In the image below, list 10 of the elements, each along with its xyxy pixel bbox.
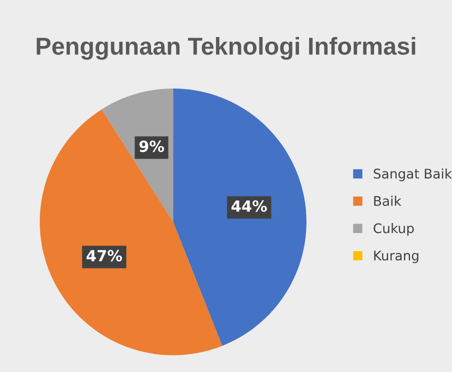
data-label: 44% bbox=[231, 200, 267, 212]
legend-label: Cukup bbox=[374, 223, 414, 236]
pie-slice bbox=[173, 88, 306, 346]
chart-title: Penggunaan Teknologi Informasi bbox=[36, 36, 416, 60]
data-label: 47% bbox=[86, 250, 122, 262]
data-label: 9% bbox=[139, 140, 164, 152]
pie-slice bbox=[40, 109, 222, 356]
legend-label: Kurang bbox=[374, 250, 418, 264]
legend-label: Sangat Baik bbox=[374, 168, 452, 182]
legend-label: Baik bbox=[374, 196, 402, 206]
